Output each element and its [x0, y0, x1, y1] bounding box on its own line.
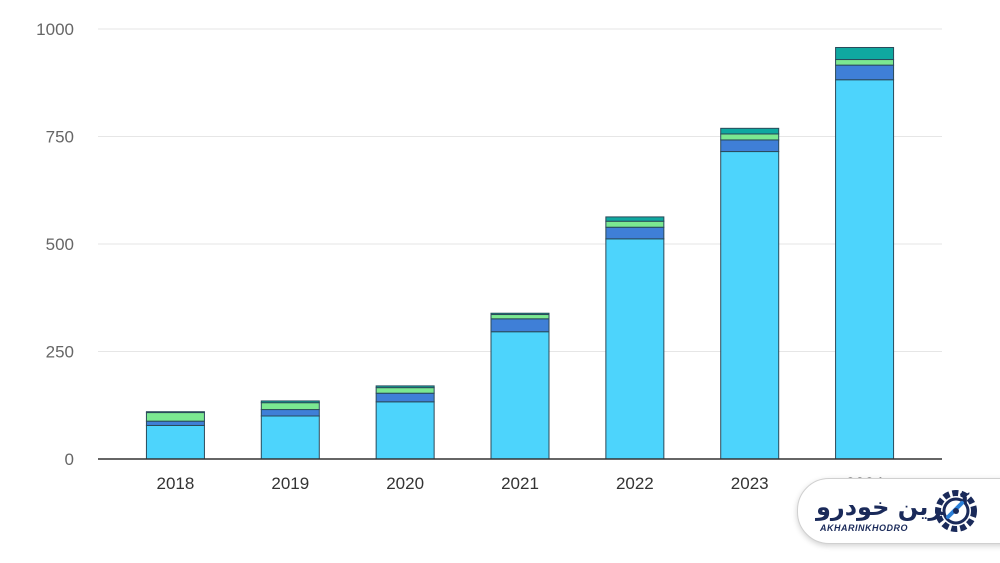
bar-segment [145, 412, 205, 422]
bar-segment [375, 401, 435, 460]
gear-speedometer-icon [935, 490, 977, 532]
logo-subtitle: AKHARINKHODRO [820, 523, 908, 533]
bar-segment [375, 387, 435, 394]
bar-segment [605, 238, 665, 460]
x-tick-label: 2020 [386, 474, 424, 493]
bar-segment [260, 415, 320, 460]
x-tick-label: 2023 [731, 474, 769, 493]
bar-segment [375, 385, 435, 389]
y-tick-label: 250 [46, 343, 74, 362]
bar-segment [375, 392, 435, 403]
watermark-logo: آخرین خودرو AKHARINKHODRO [797, 478, 1000, 544]
bar-segment [720, 133, 780, 141]
x-tick-label: 2019 [271, 474, 309, 493]
y-axis-ticks: 0 250 500 750 1000 [36, 20, 74, 469]
bar-segment [835, 79, 895, 460]
bars [145, 46, 895, 460]
bar-segment [835, 64, 895, 81]
bar-segment [490, 312, 550, 316]
bar-segment [720, 151, 780, 460]
bar-segment [490, 318, 550, 333]
y-tick-label: 0 [65, 450, 74, 469]
y-tick-label: 1000 [36, 20, 74, 39]
x-tick-label: 2021 [501, 474, 539, 493]
bar-segment [835, 46, 895, 61]
bar-segment [605, 220, 665, 228]
bar-segment [145, 424, 205, 460]
bar-segment [605, 226, 665, 240]
bar-segment [260, 400, 320, 404]
bar-segment [835, 59, 895, 66]
bar-segment [490, 331, 550, 460]
grid-lines [98, 28, 942, 352]
x-axis-ticks: 2018201920202021202220232024 [157, 474, 884, 493]
bar-segment [605, 216, 665, 222]
y-tick-label: 500 [46, 235, 74, 254]
x-tick-label: 2022 [616, 474, 654, 493]
bar-segment [260, 402, 320, 411]
y-tick-label: 750 [46, 128, 74, 147]
bar-segment [720, 127, 780, 135]
x-tick-label: 2018 [157, 474, 195, 493]
bar-segment [720, 139, 780, 153]
bar-segment [145, 411, 205, 414]
bar-segment [145, 420, 205, 426]
bar-segment [490, 314, 550, 320]
bar-segment [260, 409, 320, 417]
